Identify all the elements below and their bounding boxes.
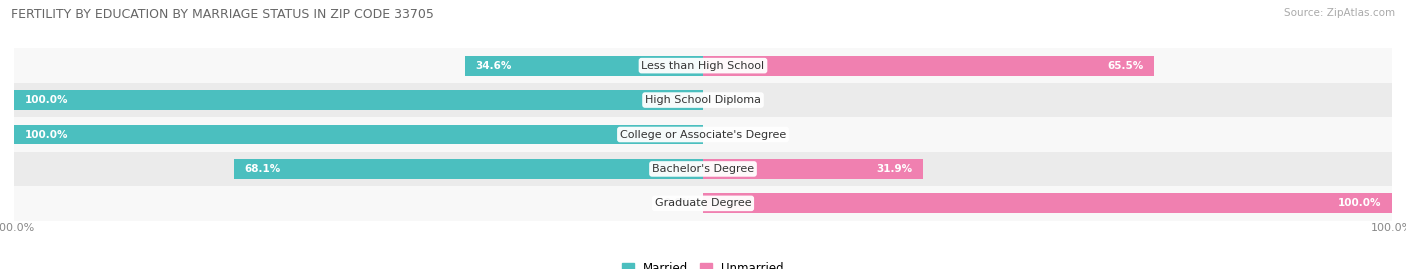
Bar — [464, 56, 703, 76]
Text: Graduate Degree: Graduate Degree — [655, 198, 751, 208]
Legend: Married, Unmarried: Married, Unmarried — [617, 258, 789, 269]
Text: 100.0%: 100.0% — [24, 95, 67, 105]
Text: 100.0%: 100.0% — [1339, 198, 1382, 208]
Text: High School Diploma: High School Diploma — [645, 95, 761, 105]
Bar — [14, 152, 1392, 186]
Text: 0.0%: 0.0% — [664, 198, 693, 208]
Text: College or Associate's Degree: College or Associate's Degree — [620, 129, 786, 140]
Bar — [14, 90, 703, 110]
Text: Bachelor's Degree: Bachelor's Degree — [652, 164, 754, 174]
Text: FERTILITY BY EDUCATION BY MARRIAGE STATUS IN ZIP CODE 33705: FERTILITY BY EDUCATION BY MARRIAGE STATU… — [11, 8, 434, 21]
Text: 34.6%: 34.6% — [475, 61, 512, 71]
Text: 65.5%: 65.5% — [1108, 61, 1144, 71]
Text: 0.0%: 0.0% — [713, 95, 742, 105]
Bar — [703, 56, 1154, 76]
Text: Source: ZipAtlas.com: Source: ZipAtlas.com — [1284, 8, 1395, 18]
Bar — [233, 159, 703, 179]
Bar — [14, 117, 1392, 152]
Text: 31.9%: 31.9% — [876, 164, 912, 174]
Bar — [14, 83, 1392, 117]
Bar — [14, 125, 703, 144]
Bar — [14, 48, 1392, 83]
Text: 100.0%: 100.0% — [24, 129, 67, 140]
Bar — [703, 159, 922, 179]
Bar — [14, 186, 1392, 221]
Text: Less than High School: Less than High School — [641, 61, 765, 71]
Bar — [703, 193, 1392, 213]
Text: 0.0%: 0.0% — [713, 129, 742, 140]
Text: 68.1%: 68.1% — [245, 164, 280, 174]
